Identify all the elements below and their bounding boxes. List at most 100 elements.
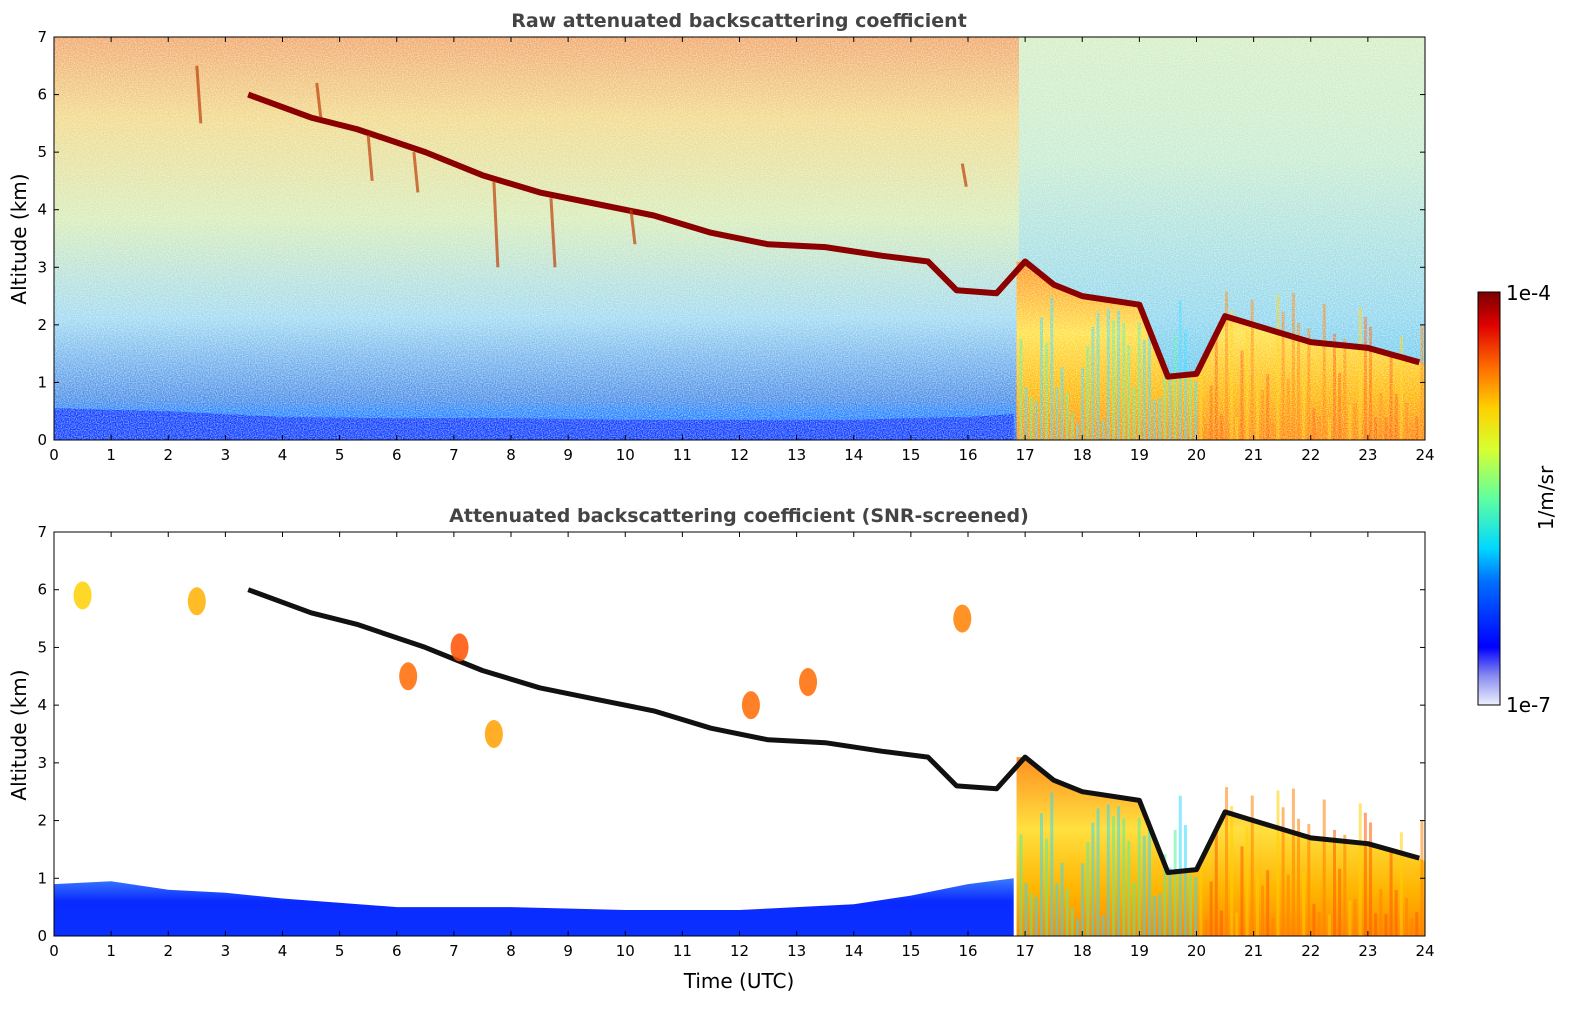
top-x-tick-label: 3 — [221, 446, 231, 464]
convective-stripe — [1153, 896, 1157, 936]
top-heatmap — [54, 37, 1425, 440]
colorbar-gradient — [1477, 291, 1501, 706]
bottom-x-tick-label: 21 — [1244, 942, 1263, 960]
x-axis-label: Time (UTC) — [683, 969, 795, 993]
virga-streak — [960, 163, 968, 187]
convective-stripe — [1075, 919, 1079, 936]
convective-stripe — [1127, 840, 1131, 936]
convective-stripe — [1019, 834, 1023, 936]
convective-stripe — [1322, 799, 1326, 936]
bottom-x-tick-label: 18 — [1073, 942, 1092, 960]
convective-stripe — [1297, 818, 1301, 936]
bottom-cloud-patches — [73, 581, 972, 748]
virga-streak — [195, 65, 203, 124]
convective-stripe — [1219, 910, 1223, 936]
convective-stripe — [1163, 854, 1167, 936]
top-x-tick-label: 16 — [958, 446, 977, 464]
bottom-x-tick-label: 16 — [958, 942, 977, 960]
virga-streak — [492, 180, 500, 268]
convective-stripe — [1348, 900, 1352, 936]
convective-stripe — [1147, 821, 1151, 936]
bottom-y-axis: 0 1 2 3 4 5 6 7 — [37, 523, 1425, 945]
top-x-tick-label: 15 — [901, 446, 920, 464]
top-x-tick-label: 4 — [278, 446, 288, 464]
convective-stripe — [1399, 832, 1403, 936]
convective-stripe — [1225, 787, 1229, 936]
top-y-tick-label: 4 — [37, 201, 47, 219]
bottom-x-tick-label: 15 — [901, 942, 920, 960]
top-x-tick-label: 18 — [1073, 446, 1092, 464]
convective-stripe — [1189, 874, 1193, 936]
convective-stripe — [1343, 834, 1347, 936]
bottom-x-tick-label: 24 — [1415, 942, 1434, 960]
convective-stripe — [1389, 851, 1393, 936]
top-x-tick-label: 20 — [1187, 446, 1206, 464]
convective-stripe — [1183, 825, 1187, 936]
convective-stripe — [1333, 829, 1337, 936]
convective-stripe — [1245, 826, 1249, 936]
top-x-tick-label: 7 — [449, 446, 459, 464]
convective-stripe — [1199, 860, 1203, 936]
top-x-tick-label: 19 — [1130, 446, 1149, 464]
colorbar-label: 1/m/sr — [1534, 465, 1558, 530]
convective-stripe — [1101, 915, 1105, 936]
convective-stripe — [1235, 912, 1239, 936]
convective-stripe — [1070, 908, 1074, 936]
convective-stripe — [1281, 807, 1285, 936]
convective-stripe — [1111, 816, 1115, 936]
convective-stripe — [1173, 829, 1177, 936]
top-y-tick-label: 5 — [37, 143, 47, 161]
convective-stripe — [1132, 882, 1136, 936]
bottom-x-tick-label: 9 — [563, 942, 573, 960]
convective-stripe — [1096, 808, 1100, 936]
convective-stripe — [1086, 842, 1090, 936]
bottom-boundary-layer — [54, 878, 1014, 936]
convective-stripe — [1353, 899, 1357, 936]
bottom-y-tick-label: 0 — [37, 927, 47, 945]
bottom-heatmap — [54, 532, 1425, 936]
convective-stripe — [1312, 903, 1316, 936]
cloud-patch — [484, 720, 503, 748]
top-cloud-layer — [247, 91, 1421, 380]
virga-streak — [549, 198, 557, 268]
convective-stripe — [1045, 838, 1049, 936]
bottom-x-tick-label: 0 — [49, 942, 59, 960]
bottom-y-tick-label: 6 — [37, 581, 47, 599]
convective-stripe — [1230, 805, 1234, 936]
top-y-axis-label: Altitude (km) — [7, 173, 31, 304]
convective-stripe — [1024, 883, 1028, 936]
convective-stripe — [1307, 823, 1311, 936]
convective-stripe — [1317, 912, 1321, 936]
top-y-tick-label: 2 — [37, 316, 47, 334]
bottom-x-tick-label: 23 — [1358, 942, 1377, 960]
bottom-x-tick-label: 4 — [278, 942, 288, 960]
colorbar-max-label: 1e-4 — [1506, 281, 1551, 305]
convective-stripe — [1374, 913, 1378, 936]
convective-stripe — [1106, 804, 1110, 936]
convective-stripe — [1209, 881, 1213, 936]
bottom-x-tick-label: 3 — [221, 942, 231, 960]
top-x-tick-label: 17 — [1016, 446, 1035, 464]
bottom-x-tick-label: 22 — [1301, 942, 1320, 960]
bottom-x-tick-label: 6 — [392, 942, 402, 960]
convective-stripe — [1158, 893, 1162, 936]
convective-stripe — [1394, 889, 1398, 936]
bottom-x-tick-label: 17 — [1016, 942, 1035, 960]
top-x-tick-label: 14 — [844, 446, 863, 464]
top-y-tick-label: 1 — [37, 373, 47, 391]
top-y-tick-label: 0 — [37, 431, 47, 449]
convective-stripe — [1338, 868, 1342, 936]
top-x-tick-label: 2 — [163, 446, 173, 464]
bottom-x-tick-label: 2 — [163, 942, 173, 960]
top-x-tick-label: 1 — [106, 446, 116, 464]
top-x-tick-label: 0 — [49, 446, 59, 464]
virga-streak — [315, 82, 323, 118]
convective-stripe — [1168, 867, 1172, 936]
bottom-y-axis-label: Altitude (km) — [7, 669, 31, 800]
bottom-cloud-layer — [247, 587, 1420, 875]
convective-stripe — [1261, 885, 1265, 936]
convective-stripe — [1091, 822, 1095, 936]
bottom-x-tick-label: 13 — [787, 942, 806, 960]
cloud-patch — [741, 691, 760, 720]
convective-stripe — [1369, 822, 1373, 936]
